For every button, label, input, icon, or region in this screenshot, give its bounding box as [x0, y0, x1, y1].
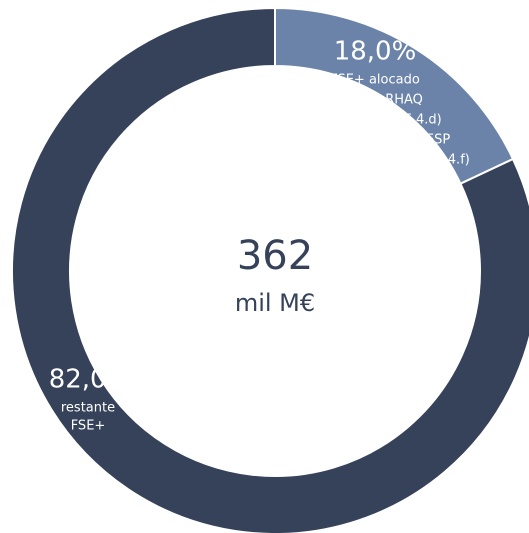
center-value: 362: [237, 233, 313, 279]
center-unit: mil M€: [235, 289, 315, 317]
donut-slice: [11, 6, 529, 533]
slice-label: FSE+ alocado: [330, 73, 420, 88]
slice-label: e TESP: [406, 133, 451, 148]
slice-label: a RHAQ: [373, 93, 423, 108]
slice-label: (OE 4.f): [420, 153, 470, 168]
slice-label: restante: [61, 401, 115, 416]
slice-label: FSE+: [71, 419, 106, 434]
value-label: 18,0%: [334, 37, 417, 67]
slice-label: (OE 4.d): [388, 113, 441, 128]
value-label: 82,0%: [49, 365, 132, 395]
